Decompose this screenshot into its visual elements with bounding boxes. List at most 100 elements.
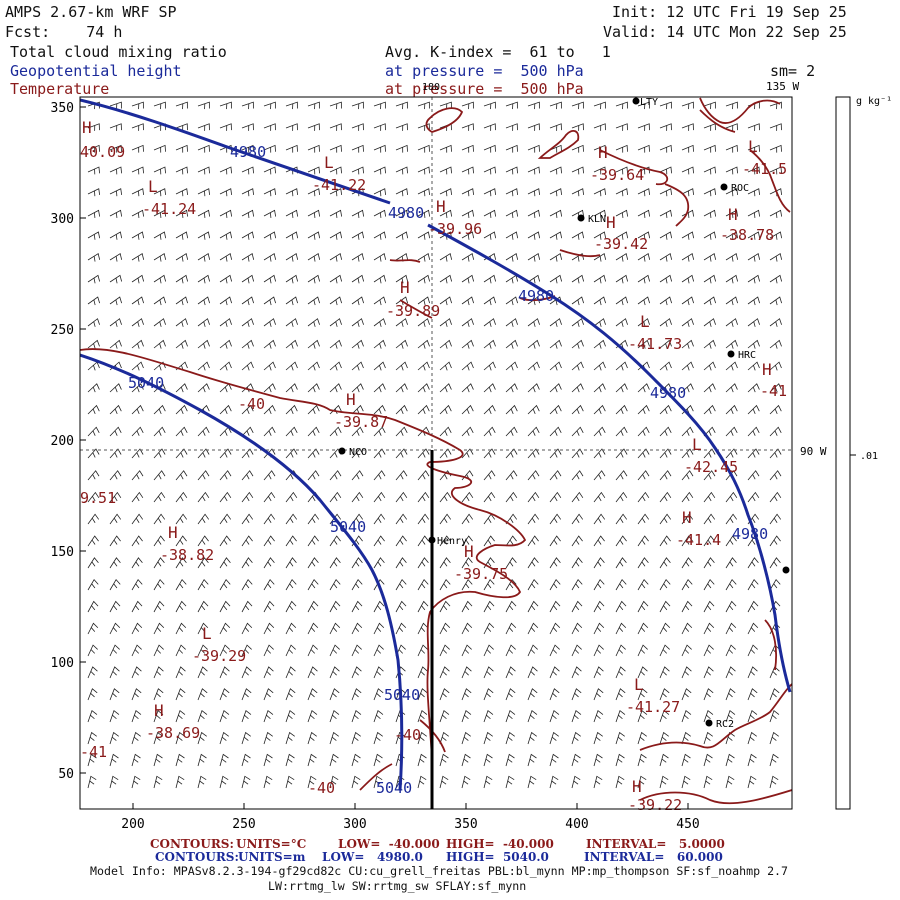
- wind-barb: [219, 404, 232, 415]
- wind-barb: [197, 361, 210, 371]
- wind-barb: [175, 318, 188, 327]
- wind-barb: [241, 448, 254, 459]
- temp-label: -41.73: [628, 335, 682, 353]
- wind-barb: [285, 404, 298, 415]
- wind-barb: [351, 296, 365, 306]
- wind-barb: [175, 101, 188, 110]
- wind-barb: [659, 753, 669, 767]
- wind-barb: [725, 339, 738, 349]
- wind-barb: [615, 318, 628, 327]
- wind-barb: [131, 166, 144, 175]
- wind-barb: [615, 578, 627, 591]
- wind-barb: [175, 775, 185, 789]
- wind-barb: [725, 491, 738, 503]
- wind-barb: [769, 491, 782, 503]
- wind-barb: [263, 296, 277, 306]
- wind-barb: [219, 253, 233, 262]
- wind-barb: [307, 644, 318, 657]
- wind-barb: [615, 688, 626, 701]
- wind-barb: [725, 209, 739, 219]
- wind-barb: [549, 448, 562, 459]
- wind-barb: [527, 123, 540, 131]
- wind-barb: [703, 101, 716, 110]
- wind-barb: [263, 491, 276, 503]
- wind-barb: [549, 188, 563, 197]
- wind-barb: [263, 644, 274, 657]
- wind-barb: [417, 404, 430, 415]
- wind-barb: [307, 296, 321, 306]
- wind-barb: [241, 426, 254, 437]
- wind-barb: [219, 688, 230, 701]
- temp-label: -39.42: [594, 235, 648, 253]
- wind-barb: [285, 383, 298, 393]
- wind-barb: [461, 101, 474, 110]
- wind-barb: [747, 361, 760, 371]
- wind-barb: [703, 209, 717, 219]
- wind-barb: [725, 383, 738, 393]
- wind-barb: [527, 731, 537, 745]
- wind-barb: [175, 644, 186, 657]
- wind-barb: [747, 253, 761, 262]
- wind-barb: [351, 166, 364, 175]
- wind-barb: [153, 470, 166, 481]
- temp-label: -38.82: [160, 546, 214, 564]
- wind-barb: [109, 123, 122, 131]
- wind-barb: [703, 557, 715, 569]
- wind-barb: [615, 557, 627, 569]
- wind-barb: [109, 731, 119, 745]
- wind-barb: [659, 426, 672, 437]
- wind-barb: [703, 470, 716, 481]
- wind-barb: [549, 144, 562, 153]
- wind-barb: [307, 775, 317, 789]
- wind-barb: [373, 644, 384, 657]
- wind-barb: [395, 470, 408, 481]
- wind-barb: [263, 274, 277, 284]
- map-frame: [79, 96, 793, 810]
- wind-barb: [351, 513, 364, 525]
- wind-barb: [461, 123, 474, 131]
- wind-barb: [373, 710, 384, 723]
- height-label: 4980: [650, 384, 686, 402]
- wind-barb: [505, 644, 516, 657]
- station-lty-dot: [632, 97, 640, 105]
- wind-barb: [87, 318, 100, 327]
- x-tick-label: 200: [121, 817, 144, 832]
- wind-barb: [703, 513, 716, 525]
- wind-barb: [571, 296, 585, 306]
- wind-barb: [285, 578, 297, 591]
- wind-barb: [439, 296, 453, 306]
- wind-barb: [637, 557, 649, 569]
- wind-barb: [549, 535, 561, 547]
- wind-barb: [109, 775, 119, 789]
- hl-marker: H: [464, 542, 474, 561]
- wind-barb: [395, 274, 409, 284]
- wind-barb: [549, 710, 560, 723]
- wind-barb: [285, 274, 299, 284]
- wind-barb: [615, 144, 628, 153]
- wind-barb: [153, 513, 166, 525]
- wind-barb: [439, 318, 452, 327]
- wind-barb: [439, 274, 453, 284]
- wind-barb: [725, 101, 738, 110]
- wind-barb: [571, 710, 582, 723]
- wind-barb: [615, 166, 628, 175]
- temp-label: -39.89: [386, 302, 440, 320]
- hl-marker: H: [606, 213, 616, 232]
- wind-barb: [527, 318, 540, 327]
- wind-barb: [395, 491, 408, 503]
- wind-barb: [87, 361, 100, 371]
- wind-barb: [725, 731, 735, 745]
- wind-barb: [417, 666, 428, 679]
- wind-barb: [241, 318, 254, 327]
- wind-barb: [703, 188, 717, 197]
- wind-barb: [571, 253, 585, 262]
- wind-barb: [175, 209, 189, 219]
- wind-barb: [571, 231, 585, 240]
- wind-barb: [197, 731, 207, 745]
- wind-barb: [505, 274, 519, 284]
- wind-barb: [769, 470, 782, 481]
- wind-barb: [769, 557, 781, 569]
- wind-barb: [87, 600, 99, 613]
- wind-barb: [285, 535, 297, 547]
- wind-barb: [175, 383, 188, 393]
